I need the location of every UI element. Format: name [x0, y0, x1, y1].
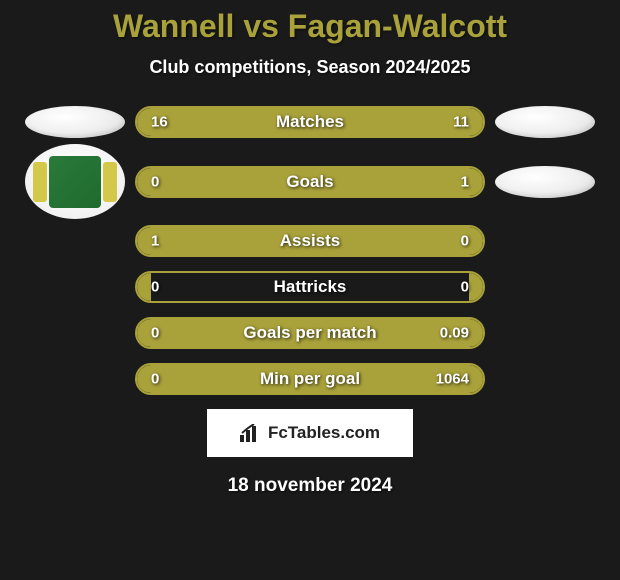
comparison-infographic: Wannell vs Fagan-Walcott Club competitio…: [0, 0, 620, 497]
stat-row: Hattricks 0 0: [0, 271, 620, 303]
stat-value-right: 11: [453, 114, 469, 131]
bars-icon: [240, 424, 262, 442]
player-avatar-left: [25, 106, 125, 138]
stat-label: Assists: [280, 231, 340, 251]
stat-row: Assists 1 0: [0, 225, 620, 257]
bar-fill-left: [137, 319, 199, 347]
stat-value-left: 0: [151, 371, 159, 388]
bar-fill-right: [421, 227, 483, 255]
club-badge-right: [495, 166, 595, 198]
stat-value-left: 16: [151, 114, 168, 131]
right-side-slot: [485, 106, 605, 138]
bar-fill-right: [199, 168, 483, 196]
stat-value-left: 1: [151, 233, 159, 250]
stat-bar: Matches 16 11: [135, 106, 485, 138]
stat-label: Min per goal: [260, 369, 360, 389]
stat-bar: Hattricks 0 0: [135, 271, 485, 303]
stat-row: Goals per match 0 0.09: [0, 317, 620, 349]
stat-bar: Goals 0 1: [135, 166, 485, 198]
date-label: 18 november 2024: [0, 475, 620, 497]
bar-fill-left: [137, 365, 199, 393]
stat-value-right: 0: [461, 233, 469, 250]
stat-value-right: 0.09: [440, 325, 469, 342]
bar-fill-left: [137, 273, 151, 301]
stat-value-left: 0: [151, 279, 159, 296]
stat-label: Hattricks: [274, 277, 347, 297]
stats-list: Matches1611Goals01Assists10Hattricks00Go…: [0, 106, 620, 395]
stat-value-right: 1064: [436, 371, 469, 388]
stat-label: Goals per match: [243, 323, 376, 343]
left-side-slot: [15, 144, 135, 219]
stat-bar: Assists 1 0: [135, 225, 485, 257]
stat-value-right: 0: [461, 279, 469, 296]
stat-value-left: 0: [151, 325, 159, 342]
right-side-slot: [485, 166, 605, 198]
stat-bar: Min per goal 0 1064: [135, 363, 485, 395]
stat-row: Matches 16 11: [0, 106, 620, 138]
bar-fill-right: [469, 273, 483, 301]
bar-fill-left: [137, 168, 199, 196]
stat-label: Matches: [276, 112, 344, 132]
subtitle: Club competitions, Season 2024/2025: [0, 57, 620, 78]
stat-label: Goals: [286, 172, 333, 192]
stat-value-right: 1: [461, 173, 469, 190]
left-side-slot: [15, 106, 135, 138]
stat-row: Min per goal 0 1064: [0, 363, 620, 395]
stat-value-left: 0: [151, 173, 159, 190]
fctables-logo: FcTables.com: [207, 409, 413, 457]
logo-text: FcTables.com: [268, 423, 380, 443]
player-avatar-right: [495, 106, 595, 138]
page-title: Wannell vs Fagan-Walcott: [0, 8, 620, 45]
stat-bar: Goals per match 0 0.09: [135, 317, 485, 349]
stat-row: Goals 0 1: [0, 152, 620, 211]
club-badge-left: [25, 144, 125, 219]
